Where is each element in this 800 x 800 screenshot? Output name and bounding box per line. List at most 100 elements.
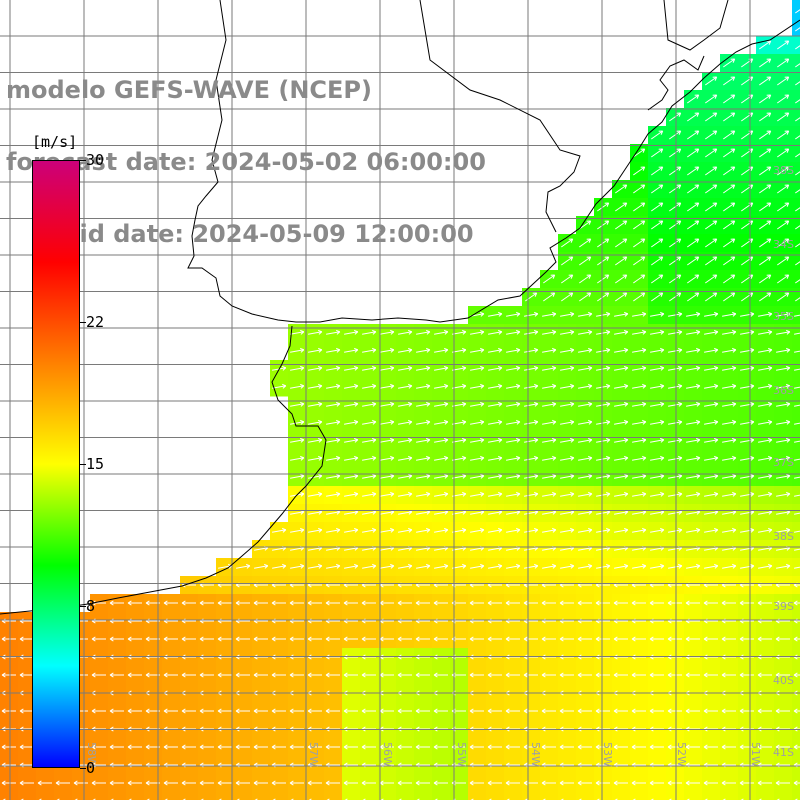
- wind-arrow: [579, 220, 592, 230]
- wind-arrow: [759, 148, 772, 158]
- wind-arrow: [686, 527, 701, 533]
- wind-arrow: [705, 220, 718, 230]
- field-cell: [630, 792, 649, 800]
- latitude-label: 38S: [773, 530, 794, 543]
- wind-arrow: [759, 130, 772, 140]
- wind-arrow: [668, 401, 683, 407]
- wind-arrow: [37, 780, 52, 786]
- wind-arrow: [614, 527, 629, 533]
- wind-arrow: [704, 437, 719, 443]
- wind-arrow: [740, 437, 755, 443]
- wind-arrow: [759, 40, 772, 50]
- wind-arrow: [416, 347, 431, 353]
- wind-arrow: [686, 365, 701, 371]
- latitude-label: 41S: [773, 746, 794, 759]
- wind-arrow: [596, 473, 611, 479]
- wind-arrow: [524, 347, 539, 353]
- field-cell: [486, 792, 505, 800]
- field-cell: [468, 792, 487, 800]
- wind-arrow: [506, 401, 521, 407]
- wind-arrow: [434, 329, 449, 335]
- wind-arrow: [794, 422, 800, 425]
- wind-arrow: [777, 292, 790, 302]
- wind-arrow: [685, 780, 700, 786]
- wind-arrow: [560, 527, 575, 533]
- wind-arrow: [650, 329, 665, 335]
- wind-arrow: [596, 329, 611, 335]
- wind-arrow: [794, 548, 800, 551]
- wind-arrow: [685, 636, 700, 642]
- wind-arrow: [344, 383, 359, 389]
- wind-arrow: [380, 527, 395, 533]
- wind-arrow: [651, 256, 664, 266]
- wind-arrow: [487, 636, 502, 642]
- wind-arrow: [614, 455, 629, 461]
- wind-arrow: [595, 780, 610, 786]
- wind-arrow: [739, 708, 754, 714]
- wind-arrow: [667, 672, 682, 678]
- wind-arrow: [758, 563, 773, 569]
- wind-arrow: [686, 455, 701, 461]
- wind-arrow: [596, 491, 611, 497]
- wind-arrow: [741, 274, 754, 284]
- wind-arrow: [631, 780, 646, 786]
- wind-arrow: [542, 563, 557, 569]
- wind-arrow: [740, 383, 755, 389]
- wind-arrow: [73, 780, 88, 786]
- coastline-rio-de-la-plata-north: [419, 0, 581, 233]
- wind-arrow: [741, 292, 754, 302]
- wind-arrow: [722, 563, 737, 569]
- wind-arrow: [614, 419, 629, 425]
- wind-arrow: [596, 527, 611, 533]
- field-cell: [234, 792, 253, 800]
- wind-arrow: [199, 636, 214, 642]
- wind-arrow: [344, 437, 359, 443]
- wind-arrow: [525, 292, 538, 302]
- wind-arrow: [415, 600, 430, 606]
- wind-arrow: [488, 527, 503, 533]
- wind-arrow: [579, 256, 592, 266]
- wind-arrow: [308, 527, 323, 533]
- wind-arrow: [380, 365, 395, 371]
- wind-arrow: [794, 386, 800, 389]
- wind-arrow: [758, 365, 773, 371]
- wind-arrow: [687, 148, 700, 158]
- wind-arrow: [307, 672, 322, 678]
- wind-arrow: [722, 455, 737, 461]
- wind-arrow: [577, 780, 592, 786]
- wind-arrow: [505, 672, 520, 678]
- wind-arrow: [325, 636, 340, 642]
- wind-arrow: [650, 527, 665, 533]
- wind-arrow: [543, 274, 556, 284]
- wind-arrow: [633, 238, 646, 248]
- wind-arrow: [380, 329, 395, 335]
- wind-arrow: [325, 780, 340, 786]
- wind-arrow: [759, 76, 772, 86]
- wind-arrow: [704, 473, 719, 479]
- wind-arrow: [506, 563, 521, 569]
- wind-arrow: [651, 202, 664, 212]
- wind-arrow: [649, 780, 664, 786]
- wind-arrow: [434, 365, 449, 371]
- wind-arrow: [687, 94, 700, 104]
- wind-arrow: [559, 636, 574, 642]
- latitude-label: 36S: [773, 384, 794, 397]
- wind-arrow: [578, 311, 593, 317]
- wind-arrow: [723, 166, 736, 176]
- field-cell: [792, 414, 800, 433]
- wind-arrow: [488, 437, 503, 443]
- wind-arrow: [669, 184, 682, 194]
- wind-arrow: [650, 311, 665, 317]
- field-cell: [108, 792, 127, 800]
- wind-arrow: [1, 708, 16, 714]
- wind-arrow: [631, 672, 646, 678]
- wind-arrow: [398, 365, 413, 371]
- wind-arrow: [488, 491, 503, 497]
- wind-arrow: [614, 383, 629, 389]
- wind-arrow: [253, 780, 268, 786]
- longitude-label: 53W: [601, 742, 614, 767]
- wind-arrow: [470, 401, 485, 407]
- wind-arrow: [596, 401, 611, 407]
- wind-arrow: [632, 473, 647, 479]
- wind-arrow: [795, 153, 800, 158]
